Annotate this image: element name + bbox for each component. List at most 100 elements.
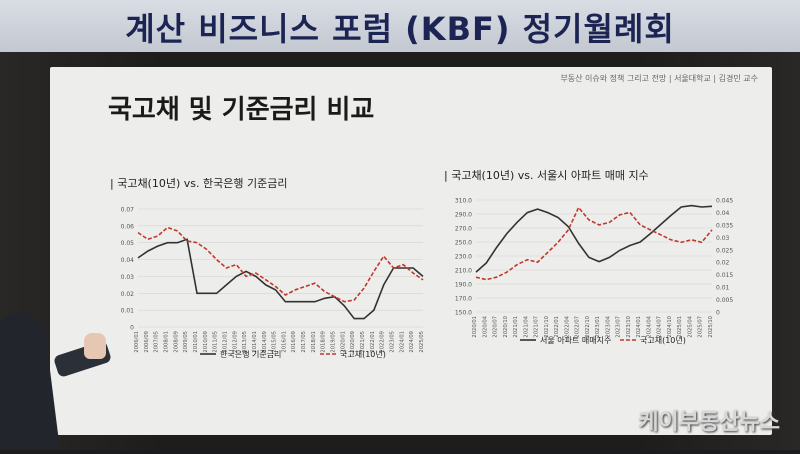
chart1-x-tick: 2006/01: [134, 331, 140, 353]
chart2-y-tick: 210.0: [455, 268, 472, 275]
chart2-x-tick: 2020/01: [472, 316, 478, 338]
chart2-x-tick: 2020/04: [482, 315, 488, 337]
chart1-y-tick: 0.06: [121, 223, 135, 230]
chart2-y-tick: 150.0: [455, 310, 472, 317]
chart1-x-tick: 2020/01: [340, 331, 346, 353]
chart1-x-tick: 2018/01: [311, 331, 317, 353]
chart1-x-tick: 2010/01: [193, 331, 199, 353]
chart2-x-tick: 2023/10: [626, 316, 632, 338]
chart2-x-tick: 2021/10: [544, 316, 550, 338]
chart2-y-tick: 190.0: [455, 282, 472, 289]
chart2-x-tick: 2023/04: [605, 315, 611, 337]
chart1-x-tick: 2012/01: [222, 331, 228, 353]
chart2-y2-tick: 0.01: [716, 285, 730, 292]
chart1-x-tick: 2016/01: [281, 331, 287, 353]
chart1-x-tick: 2023/05: [390, 331, 396, 353]
chart2-x-tick: 2022/04: [564, 315, 570, 337]
chart1-x-tick: 2022/09: [380, 331, 386, 353]
chart2-y2-tick: 0.005: [716, 297, 733, 304]
chart2-x-tick: 2022/07: [575, 316, 581, 338]
chart2-x-tick: 2024/01: [636, 316, 642, 338]
banner-title: 계산 비즈니스 포럼 (KBF) 정기월례회: [125, 10, 675, 48]
chart1-x-tick: 2020/09: [350, 331, 356, 353]
chart1-y-tick: 0.02: [121, 291, 135, 298]
chart1-x-tick: 2009/05: [183, 331, 189, 353]
chart1-legend-label: 한국은행 기준금리: [220, 349, 281, 359]
chart1-y-tick: 0.03: [121, 274, 135, 281]
chart2-x-tick: 2024/04: [646, 315, 652, 337]
chart2-series-line: [475, 204, 713, 273]
chart1-title: | 국고채(10년) vs. 한국은행 기준금리: [110, 177, 288, 190]
chart1-x-tick: 2024/01: [399, 331, 405, 353]
chart2-y-tick: 270.0: [455, 226, 472, 233]
chart1-x-tick: 2006/09: [144, 331, 150, 353]
presenter: [0, 300, 60, 450]
chart2-legend-label: 서울 아파트 매매지수: [540, 335, 611, 345]
chart1-x-tick: 2014/09: [262, 331, 268, 353]
chart2-title: | 국고채(10년) vs. 서울시 아파트 매매 지수: [444, 169, 649, 182]
chart1-x-tick: 2007/05: [154, 331, 160, 353]
chart1-y-tick: 0.05: [121, 240, 135, 247]
chart2-y2-tick: 0.03: [716, 235, 730, 242]
chart1-x-tick: 2013/05: [242, 331, 248, 353]
chart2-y-tick: 170.0: [455, 296, 472, 303]
chart2-x-tick: 2022/10: [585, 316, 591, 338]
chart1-x-tick: 2018/09: [321, 331, 327, 353]
chart2-y-tick: 310.0: [455, 198, 472, 205]
event-banner: 계산 비즈니스 포럼 (KBF) 정기월례회: [0, 0, 800, 52]
chart1-x-tick: 2008/01: [163, 331, 169, 353]
chart1-y-tick: 0.01: [121, 308, 135, 315]
chart2-x-tick: 2020/10: [503, 316, 509, 338]
chart2-x-tick: 2020/07: [493, 316, 499, 338]
chart1-x-tick: 2010/09: [203, 331, 209, 353]
chart2-y2-tick: 0.025: [716, 247, 733, 254]
chart2-series-line: [475, 206, 713, 281]
presenter-hand: [84, 333, 106, 359]
projection-screen: 부동산 이슈와 정책 그리고 전망 | 서울대학교 | 김경민 교수 국고채 및…: [50, 67, 772, 435]
chart2-x-tick: 2025/07: [698, 316, 704, 338]
chart1-x-tick: 2008/09: [173, 331, 179, 353]
chart2-x-tick: 2021/07: [534, 316, 540, 338]
chart2-y2-tick: 0.015: [716, 272, 733, 279]
chart2-x-tick: 2021/04: [523, 315, 529, 337]
chart1-x-tick: 2017/05: [301, 331, 307, 353]
chart2-y2-tick: 0.035: [716, 222, 733, 229]
chart1-x-tick: 2012/09: [232, 331, 238, 353]
chart2-x-tick: 2025/01: [677, 316, 683, 338]
chart1-x-tick: 2022/01: [370, 331, 376, 353]
chart1-series-line: [137, 226, 424, 303]
chart2-x-tick: 2024/10: [667, 316, 673, 338]
chart1-x-tick: 2014/01: [252, 331, 258, 353]
chart2-x-tick: 2021/01: [513, 316, 519, 338]
chart1-y-tick: 0: [130, 325, 134, 332]
chart2-y-tick: 230.0: [455, 254, 472, 261]
chart2-y2-tick: 0: [716, 310, 720, 317]
chart2-x-tick: 2023/01: [595, 316, 601, 338]
slide-title: 국고채 및 기준금리 비교: [108, 95, 375, 125]
charts-canvas: 0 0.01 0.02 0.03 0.04 0.05 0.06 0.07 2006/01 2006…: [121, 198, 734, 360]
chart1-y-tick: 0.07: [121, 207, 135, 214]
chart1-x-tick: 2021/05: [360, 331, 366, 353]
chart1-x-tick: 2011/05: [213, 331, 219, 353]
slide-source: 부동산 이슈와 정책 그리고 전망 | 서울대학교 | 김경민 교수: [560, 74, 758, 83]
chart1-x-tick: 2016/09: [291, 331, 297, 353]
chart1-x-tick: 2019/05: [331, 331, 337, 353]
chart1-series-line: [137, 238, 424, 320]
chart1-legend-label: 국고채(10년): [340, 349, 386, 359]
chart2-x-tick: 2025/04: [687, 315, 693, 337]
chart1-x-tick: 2025/05: [419, 331, 425, 353]
chart2-y-tick: 250.0: [455, 240, 472, 247]
chart2-legend-label: 국고채(10년): [640, 335, 686, 345]
news-watermark: 케이부동산뉴스: [638, 410, 780, 435]
chart2-y2-tick: 0.02: [716, 260, 730, 267]
chart2-x-tick: 2025/10: [708, 316, 714, 338]
chart2-y2-tick: 0.04: [716, 210, 730, 217]
chart2-x-tick: 2023/07: [616, 316, 622, 338]
chart2-y2-tick: 0.045: [716, 198, 733, 205]
chart2-y-tick: 290.0: [455, 212, 472, 219]
chart2-x-tick: 2024/07: [657, 316, 663, 338]
chart1-x-tick: 2015/05: [272, 331, 278, 353]
chart1-x-tick: 2024/09: [409, 331, 415, 353]
chart1-y-tick: 0.04: [121, 257, 135, 264]
chart2-x-tick: 2022/01: [554, 316, 560, 338]
